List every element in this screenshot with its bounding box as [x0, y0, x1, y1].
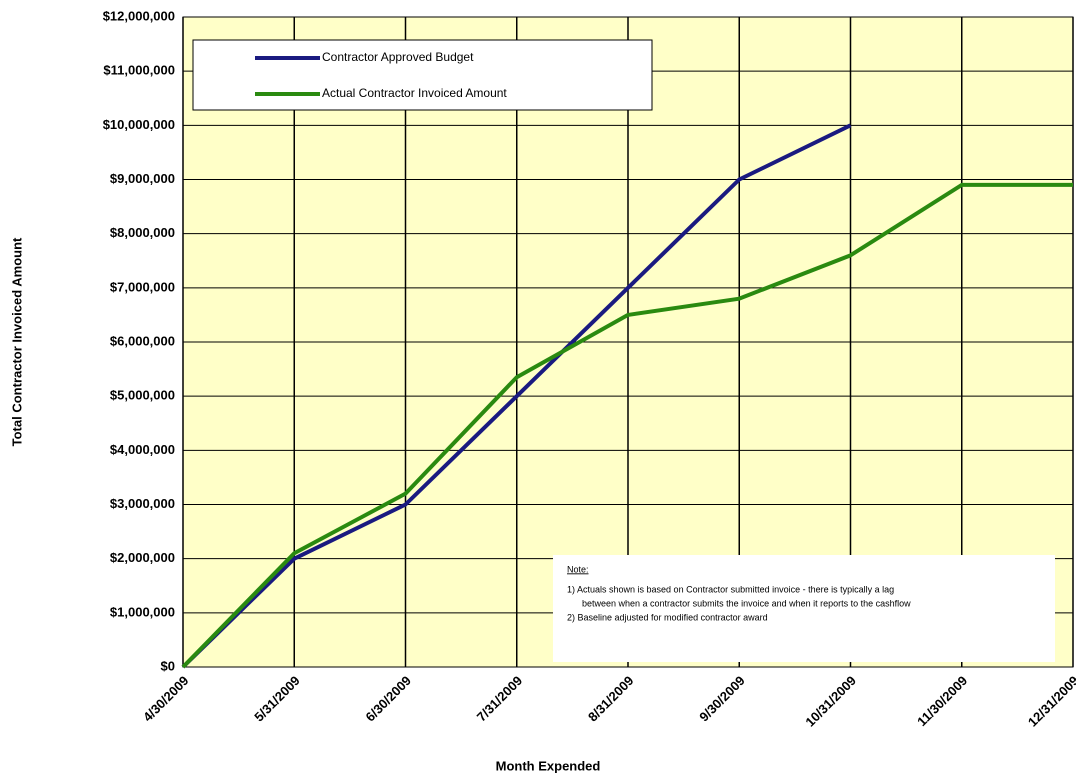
series-line	[181, 182, 1073, 669]
x-tick-label: 8/31/2009	[585, 673, 637, 725]
x-tick-label: 6/30/2009	[363, 673, 415, 725]
legend-label: Actual Contractor Invoiced Amount	[322, 86, 507, 100]
y-tick-label: $9,000,000	[110, 171, 175, 186]
note-line: 1) Actuals shown is based on Contractor …	[567, 584, 894, 594]
y-tick-label: $5,000,000	[110, 388, 175, 403]
x-tick-label: 5/31/2009	[251, 673, 303, 725]
x-tick-label: 10/31/2009	[802, 673, 859, 730]
y-tick-label: $8,000,000	[110, 225, 175, 240]
note-line: between when a contractor submits the in…	[582, 598, 911, 608]
y-tick-label: $10,000,000	[103, 117, 175, 132]
x-tick-label: 4/30/2009	[140, 673, 192, 725]
legend-label: Contractor Approved Budget	[322, 50, 474, 64]
y-tick-label: $7,000,000	[110, 279, 175, 294]
x-tick-label: 11/30/2009	[914, 673, 970, 729]
plot-border	[182, 16, 1074, 668]
note-box	[553, 555, 1055, 662]
series-line	[181, 123, 852, 669]
y-tick-label: $3,000,000	[110, 496, 175, 511]
legend-box	[192, 39, 653, 111]
x-axis-title: Month Expended	[496, 758, 601, 773]
y-tick-label: $1,000,000	[110, 604, 175, 619]
note-line: 2) Baseline adjusted for modified contra…	[567, 612, 768, 622]
y-tick-label: $0	[161, 658, 175, 673]
y-tick-label: $4,000,000	[110, 442, 175, 457]
y-axis-title: Total Contractor Invoiced Amount	[9, 237, 24, 446]
y-tick-label: $6,000,000	[110, 333, 175, 348]
x-tick-label: 12/31/2009	[1025, 673, 1076, 730]
y-tick-label: $12,000,000	[103, 8, 175, 23]
y-tick-label: $2,000,000	[110, 550, 175, 565]
x-tick-label: 7/31/2009	[474, 673, 526, 725]
note-title: Note:	[567, 564, 589, 574]
x-tick-label: 9/30/2009	[696, 673, 748, 725]
y-tick-label: $11,000,000	[103, 63, 175, 78]
